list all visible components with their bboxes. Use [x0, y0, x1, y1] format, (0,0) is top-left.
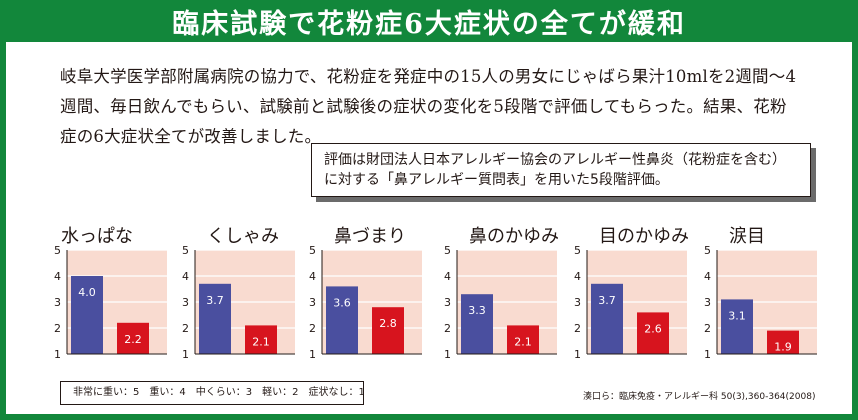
- bar-before: [591, 283, 623, 354]
- y-tick-label: 5: [574, 244, 581, 257]
- y-tick-label: 5: [444, 244, 451, 257]
- intro-text: 岐阜大学医学部附属病院の協力で、花粉症を発症中の15人の男女にじゃばら果汁10m…: [60, 67, 797, 146]
- chart-title: くしゃみ: [207, 226, 279, 247]
- y-tick-label: 5: [182, 244, 189, 257]
- page-title: 臨床試験で花粉症6大症状の全てが緩和: [172, 8, 686, 40]
- y-tick-label: 3: [309, 296, 316, 309]
- chart-title: 水っぱな: [61, 226, 133, 247]
- y-tick-label: 3: [574, 296, 581, 309]
- bar-after: [767, 330, 799, 354]
- bar-value-label: 4.0: [78, 286, 96, 299]
- evaluation-note: 評価は財団法人日本アレルギー協会のアレルギー性鼻炎（花粉症を含む）に対する「鼻ア…: [311, 143, 811, 197]
- y-tick-label: 5: [309, 244, 316, 257]
- bar-before: [71, 276, 103, 354]
- bar-value-label: 2.6: [644, 322, 662, 335]
- y-tick-label: 1: [182, 348, 189, 360]
- source-citation: 湊口ら：臨床免疫・アレルギー科 50(3),360-364(2008): [583, 392, 816, 402]
- bar-before: [461, 294, 493, 354]
- chart-title: 鼻のかゆみ: [469, 226, 559, 247]
- y-tick-label: 1: [574, 348, 581, 360]
- y-tick-label: 4: [444, 270, 451, 283]
- bar-after: [245, 325, 277, 354]
- title-bar: 臨床試験で花粉症6大症状の全てが緩和: [0, 0, 858, 42]
- y-tick-label: 4: [309, 270, 316, 283]
- bar-before: [721, 299, 753, 354]
- y-tick-label: 2: [704, 322, 711, 335]
- y-tick-label: 2: [444, 322, 451, 335]
- symptom-chart: 涙目 1 2 3 4 5 3.1 1.9: [704, 222, 823, 362]
- chart-svg: 1 2 3 4 5 3.7 2.6: [574, 244, 687, 360]
- chart-title: 鼻づまり: [334, 226, 406, 247]
- y-tick-label: 3: [182, 296, 189, 309]
- bar-value-label: 3.7: [206, 294, 224, 307]
- chart-svg: 1 2 3 4 5 3.1 1.9: [704, 244, 817, 360]
- symptom-chart: 目のかゆみ 1 2 3 4 5 3.7 2.6: [574, 222, 693, 362]
- y-tick-label: 1: [54, 348, 61, 360]
- bar-after: [372, 307, 404, 354]
- y-tick-label: 4: [704, 270, 711, 283]
- y-tick-label: 1: [704, 348, 711, 360]
- y-tick-label: 4: [182, 270, 189, 283]
- bar-value-label: 3.6: [333, 296, 351, 309]
- chart-title: 目のかゆみ: [599, 226, 689, 247]
- y-tick-label: 3: [704, 296, 711, 309]
- bar-value-label: 3.3: [468, 304, 486, 317]
- y-tick-label: 2: [182, 322, 189, 335]
- scale-legend: 非常に重い：5 重い：4 中くらい：3 軽い：2 症状なし：1: [60, 381, 365, 405]
- symptom-chart: 水っぱな 1 2 3 4 5 4.0 2.2: [54, 222, 173, 362]
- symptom-chart: 鼻のかゆみ 1 2 3 4 5 3.3 2.1: [444, 222, 563, 362]
- chart-svg: 1 2 3 4 5 3.6 2.8: [309, 244, 422, 360]
- bar-value-label: 2.1: [252, 335, 270, 348]
- symptom-chart: くしゃみ 1 2 3 4 5 3.7 2.1: [182, 222, 301, 362]
- y-tick-label: 3: [444, 296, 451, 309]
- y-tick-label: 2: [309, 322, 316, 335]
- bar-value-label: 1.9: [774, 341, 792, 354]
- bar-value-label: 2.8: [379, 317, 397, 330]
- chart-svg: 1 2 3 4 5 3.7 2.1: [182, 244, 295, 360]
- chart-svg: 1 2 3 4 5 3.3 2.1: [444, 244, 557, 360]
- bar-after: [117, 322, 149, 354]
- y-tick-label: 1: [444, 348, 451, 360]
- y-tick-label: 4: [574, 270, 581, 283]
- bar-before: [326, 286, 358, 354]
- y-tick-label: 5: [704, 244, 711, 257]
- chart-svg: 1 2 3 4 5 4.0 2.2: [54, 244, 167, 360]
- y-tick-label: 4: [54, 270, 61, 283]
- bar-value-label: 2.1: [514, 335, 532, 348]
- bar-value-label: 2.2: [124, 333, 142, 346]
- bar-before: [199, 283, 231, 354]
- y-tick-label: 2: [54, 322, 61, 335]
- y-tick-label: 3: [54, 296, 61, 309]
- bar-value-label: 3.1: [728, 309, 746, 322]
- y-tick-label: 5: [54, 244, 61, 257]
- y-tick-label: 1: [309, 348, 316, 360]
- y-tick-label: 2: [574, 322, 581, 335]
- bar-value-label: 3.7: [598, 294, 616, 307]
- chart-title: 涙目: [729, 226, 765, 247]
- bar-after: [507, 325, 539, 354]
- bar-after: [637, 312, 669, 354]
- symptom-chart: 鼻づまり 1 2 3 4 5 3.6 2.8: [309, 222, 428, 362]
